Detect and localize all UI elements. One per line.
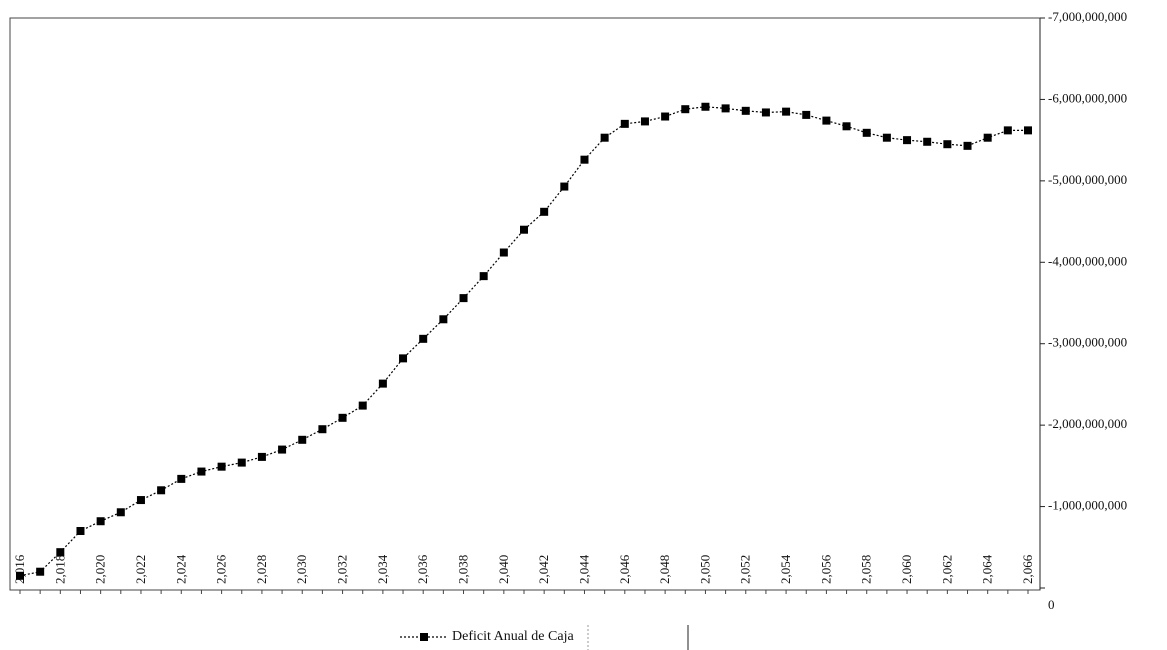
data-point bbox=[278, 445, 287, 454]
data-point bbox=[177, 474, 186, 483]
x-tick-label: 2,044 bbox=[576, 554, 591, 584]
y-tick-label: -5,000,000,000 bbox=[1048, 172, 1127, 187]
data-point bbox=[237, 458, 246, 467]
x-tick-label: 2,026 bbox=[214, 554, 229, 584]
y-tick-label: -1,000,000,000 bbox=[1048, 498, 1127, 513]
data-point bbox=[338, 413, 347, 422]
data-point bbox=[76, 527, 85, 535]
x-tick-label: 2,018 bbox=[52, 555, 67, 584]
data-point bbox=[620, 119, 629, 128]
x-tick-label: 2,050 bbox=[697, 555, 712, 584]
data-point bbox=[903, 136, 912, 145]
x-tick-label: 2,046 bbox=[617, 554, 632, 584]
x-tick-label: 2,020 bbox=[93, 555, 108, 584]
x-tick-label: 2,060 bbox=[899, 555, 914, 584]
data-point bbox=[1003, 126, 1012, 135]
x-tick-label: 2,058 bbox=[859, 555, 874, 584]
data-point bbox=[399, 354, 408, 363]
data-point bbox=[1024, 126, 1032, 135]
data-point bbox=[983, 133, 992, 142]
x-tick-label: 2,052 bbox=[738, 555, 753, 584]
data-point bbox=[802, 110, 811, 119]
data-point bbox=[459, 294, 468, 303]
data-point bbox=[661, 112, 670, 121]
x-tick-label: 2,062 bbox=[939, 555, 954, 584]
data-point bbox=[923, 137, 932, 146]
data-point bbox=[419, 334, 428, 343]
y-tick-label: 0 bbox=[1048, 597, 1055, 612]
x-tick-label: 2,054 bbox=[778, 554, 793, 584]
data-point bbox=[318, 425, 327, 434]
data-point bbox=[96, 517, 105, 526]
data-point bbox=[862, 128, 871, 137]
plot-area bbox=[9, 17, 1041, 591]
x-tick-label: 2,066 bbox=[1020, 554, 1035, 584]
data-point bbox=[681, 105, 690, 114]
data-point bbox=[197, 467, 206, 476]
legend-label: Deficit Anual de Caja bbox=[452, 629, 574, 644]
data-point bbox=[600, 133, 609, 142]
data-point bbox=[479, 272, 488, 281]
x-tick-label: 2,024 bbox=[173, 554, 188, 584]
series-line bbox=[19, 106, 1028, 577]
x-tick-label: 2,048 bbox=[657, 555, 672, 584]
x-tick-label: 2,032 bbox=[335, 555, 350, 584]
x-tick-label: 2,056 bbox=[818, 554, 833, 584]
data-point bbox=[520, 225, 528, 234]
x-tick-label: 2,040 bbox=[496, 555, 511, 584]
x-tick-label: 2,038 bbox=[456, 555, 471, 584]
x-tick-label: 2,036 bbox=[415, 554, 430, 584]
data-point bbox=[761, 108, 770, 117]
x-tick-label: 2,034 bbox=[375, 554, 390, 584]
data-point bbox=[358, 401, 367, 410]
data-point bbox=[298, 435, 307, 444]
data-point bbox=[842, 122, 851, 131]
data-point bbox=[136, 496, 145, 505]
data-point bbox=[701, 102, 710, 111]
data-point bbox=[499, 248, 508, 257]
data-point bbox=[822, 116, 831, 125]
y-tick-label: -2,000,000,000 bbox=[1048, 416, 1127, 431]
x-tick-label: 2,042 bbox=[536, 555, 551, 584]
x-tick-label: 2,028 bbox=[254, 555, 269, 584]
data-point bbox=[540, 207, 549, 216]
x-tick-label: 2,030 bbox=[294, 555, 309, 584]
data-point bbox=[580, 155, 589, 164]
data-point bbox=[782, 107, 791, 116]
x-tick-label: 2,064 bbox=[980, 554, 995, 584]
x-tick-label: 2,022 bbox=[133, 555, 148, 584]
y-tick-label: -4,000,000,000 bbox=[1048, 253, 1127, 268]
data-point bbox=[439, 315, 448, 324]
data-point bbox=[963, 141, 972, 150]
y-tick-label: -6,000,000,000 bbox=[1048, 90, 1127, 105]
data-point bbox=[16, 571, 24, 580]
y-tick-label: -3,000,000,000 bbox=[1048, 335, 1127, 350]
data-point bbox=[378, 379, 387, 388]
data-point bbox=[943, 140, 952, 149]
data-point bbox=[741, 106, 750, 115]
data-point bbox=[217, 462, 226, 471]
data-point bbox=[257, 452, 266, 461]
legend-marker bbox=[420, 633, 428, 641]
data-point bbox=[157, 486, 166, 495]
y-tick-label: -7,000,000,000 bbox=[1048, 9, 1127, 24]
data-point bbox=[560, 182, 569, 191]
data-point bbox=[36, 567, 45, 576]
data-point bbox=[116, 508, 125, 517]
data-point bbox=[882, 133, 891, 142]
data-point bbox=[56, 548, 65, 557]
data-point bbox=[640, 117, 649, 126]
data-point bbox=[721, 104, 730, 113]
